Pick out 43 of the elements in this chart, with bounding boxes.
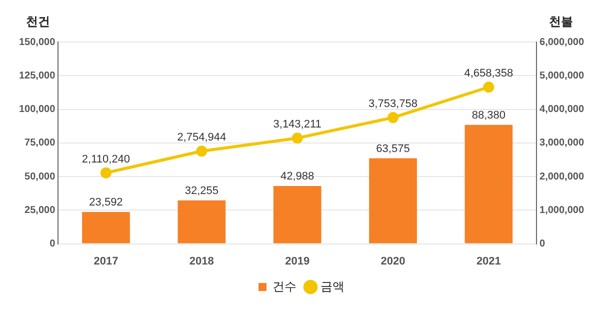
data-label: 3,753,758 — [368, 98, 418, 110]
y-tick-label: 100,000 — [18, 104, 56, 116]
y2-tick-label: 5,000,000 — [540, 70, 584, 82]
point — [292, 132, 303, 144]
data-label: 23,592 — [89, 196, 123, 209]
point — [196, 146, 208, 157]
y2-tick-label: 0 — [540, 238, 546, 250]
y2-axis-title: 천불 — [549, 14, 573, 28]
x-tick-label: 2017 — [94, 255, 118, 268]
point — [100, 167, 112, 178]
y-tick-label: 125,000 — [18, 70, 56, 82]
point — [483, 82, 494, 93]
y-tick-label: 0 — [50, 238, 56, 250]
bar — [464, 124, 513, 244]
data-label: 88,380 — [472, 109, 506, 122]
data-label: 42,988 — [280, 170, 314, 182]
bar — [178, 200, 226, 244]
y2-tick-label: 6,000,000 — [540, 36, 584, 48]
y-tick-label: 25,000 — [24, 204, 56, 216]
y-tick-label: 50,000 — [24, 171, 56, 182]
y2-tick-label: 4,000,000 — [540, 104, 584, 116]
x-tick-label: 2021 — [476, 255, 501, 268]
y-axis-title: 천건 — [26, 14, 50, 28]
legend-label: 금액 — [320, 279, 344, 294]
legend-label: 건수 — [272, 279, 296, 294]
y2-tick-label: 1,000,000 — [540, 204, 584, 216]
data-label: 3,143,211 — [273, 118, 322, 131]
data-label: 4,658,358 — [464, 68, 514, 80]
x-tick-label: 2019 — [285, 255, 310, 268]
x-tick-label: 2020 — [380, 255, 406, 268]
y2-tick-label: 3,000,000 — [540, 138, 584, 149]
bar — [273, 186, 322, 244]
x-tick-label: 2018 — [189, 255, 214, 268]
y2-tick-label: 2,000,000 — [540, 171, 584, 182]
data-label: 2,754,944 — [177, 132, 226, 144]
bar — [369, 158, 417, 244]
data-label: 63,575 — [376, 142, 410, 155]
bar — [82, 212, 130, 244]
data-label: 32,255 — [184, 184, 218, 197]
data-label: 2,110,240 — [82, 153, 130, 166]
point — [388, 112, 399, 124]
y-tick-label: 75,000 — [24, 138, 56, 149]
y-tick-label: 150,000 — [18, 36, 56, 48]
